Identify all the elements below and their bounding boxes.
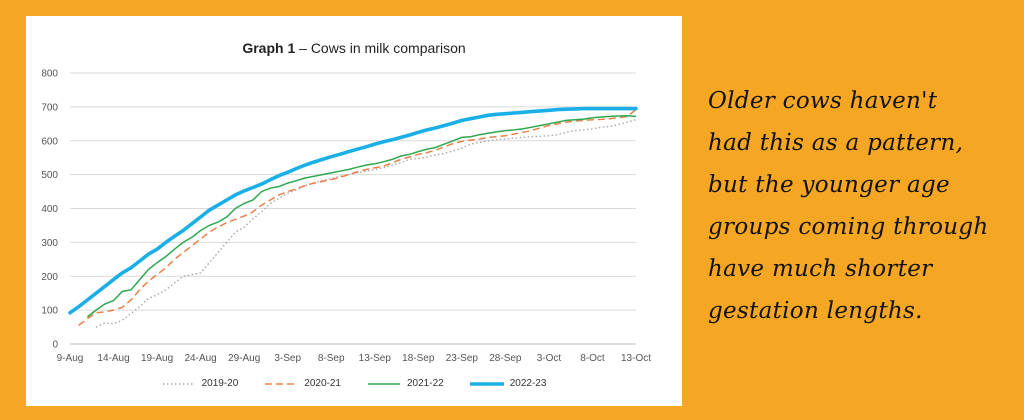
x-tick-label: 19-Aug <box>141 353 173 364</box>
x-tick-label: 9-Aug <box>57 353 84 364</box>
x-tick-label: 8-Oct <box>580 353 605 364</box>
y-tick-label: 200 <box>41 272 58 283</box>
y-tick-label: 0 <box>52 340 58 351</box>
chart-legend: 2019-20 2020-21 2021-22 2022-23 <box>26 378 682 389</box>
chart-title-rest: – Cows in milk comparison <box>295 40 466 56</box>
legend-item: 2021-22 <box>367 378 444 389</box>
legend-swatch <box>265 382 298 385</box>
x-tick-label: 29-Aug <box>228 353 260 364</box>
series-line-2019-20 <box>95 119 637 328</box>
x-tick-label: 3-Sep <box>274 353 301 364</box>
x-tick-label: 14-Aug <box>97 353 129 364</box>
legend-label: 2022-23 <box>509 378 547 389</box>
x-tick-label: 13-Oct <box>621 353 651 364</box>
series-line-2020-21 <box>78 109 637 326</box>
x-tick-label: 23-Sep <box>446 353 479 364</box>
series-line-2021-22 <box>86 114 637 318</box>
legend-label: 2019-20 <box>201 378 239 389</box>
note-line-4: groups coming through <box>708 214 989 240</box>
x-tick-label: 8-Sep <box>318 353 345 364</box>
legend-item: 2020-21 <box>264 378 341 389</box>
note-line-5: have much shorter <box>708 256 933 282</box>
x-tick-label: 13-Sep <box>359 353 392 364</box>
legend-item: 2022-23 <box>469 378 547 389</box>
handwritten-note: Older cows haven't had this as a pattern… <box>708 80 1008 332</box>
x-tick-label: 28-Sep <box>489 353 522 364</box>
note-line-2: had this as a pattern, <box>708 130 964 156</box>
series-line-2022-23 <box>68 106 638 315</box>
y-tick-label: 800 <box>41 69 58 80</box>
note-line-3: but the younger age <box>708 172 950 198</box>
legend-label: 2021-22 <box>407 378 444 389</box>
legend-label: 2020-21 <box>304 378 341 389</box>
y-tick-label: 600 <box>41 136 58 147</box>
x-tick-label: 3-Oct <box>537 353 562 364</box>
chart-card: Graph 1 – Cows in milk comparison 0 100 20… <box>26 16 682 406</box>
legend-item: 2019-20 <box>162 378 239 389</box>
y-tick-label: 400 <box>41 204 58 215</box>
y-tick-label: 300 <box>41 238 58 249</box>
legend-swatch <box>469 381 504 386</box>
y-tick-label: 700 <box>41 102 58 113</box>
note-line-6: gestation lengths. <box>708 298 923 324</box>
legend-swatch <box>162 382 195 385</box>
y-tick-label: 500 <box>41 170 58 181</box>
chart-title: Graph 1 – Cows in milk comparison <box>26 40 682 56</box>
line-chart: 0 100 200 300 400 500 600 700 800 9-Aug 14-Aug 19-A… <box>41 69 651 365</box>
chart-title-bold: Graph 1 <box>242 40 296 56</box>
legend-swatch <box>368 382 400 385</box>
x-tick-label: 18-Sep <box>402 353 435 364</box>
note-line-1: Older cows haven't <box>708 88 938 114</box>
y-tick-label: 100 <box>41 306 58 317</box>
x-tick-label: 24-Aug <box>184 353 216 364</box>
